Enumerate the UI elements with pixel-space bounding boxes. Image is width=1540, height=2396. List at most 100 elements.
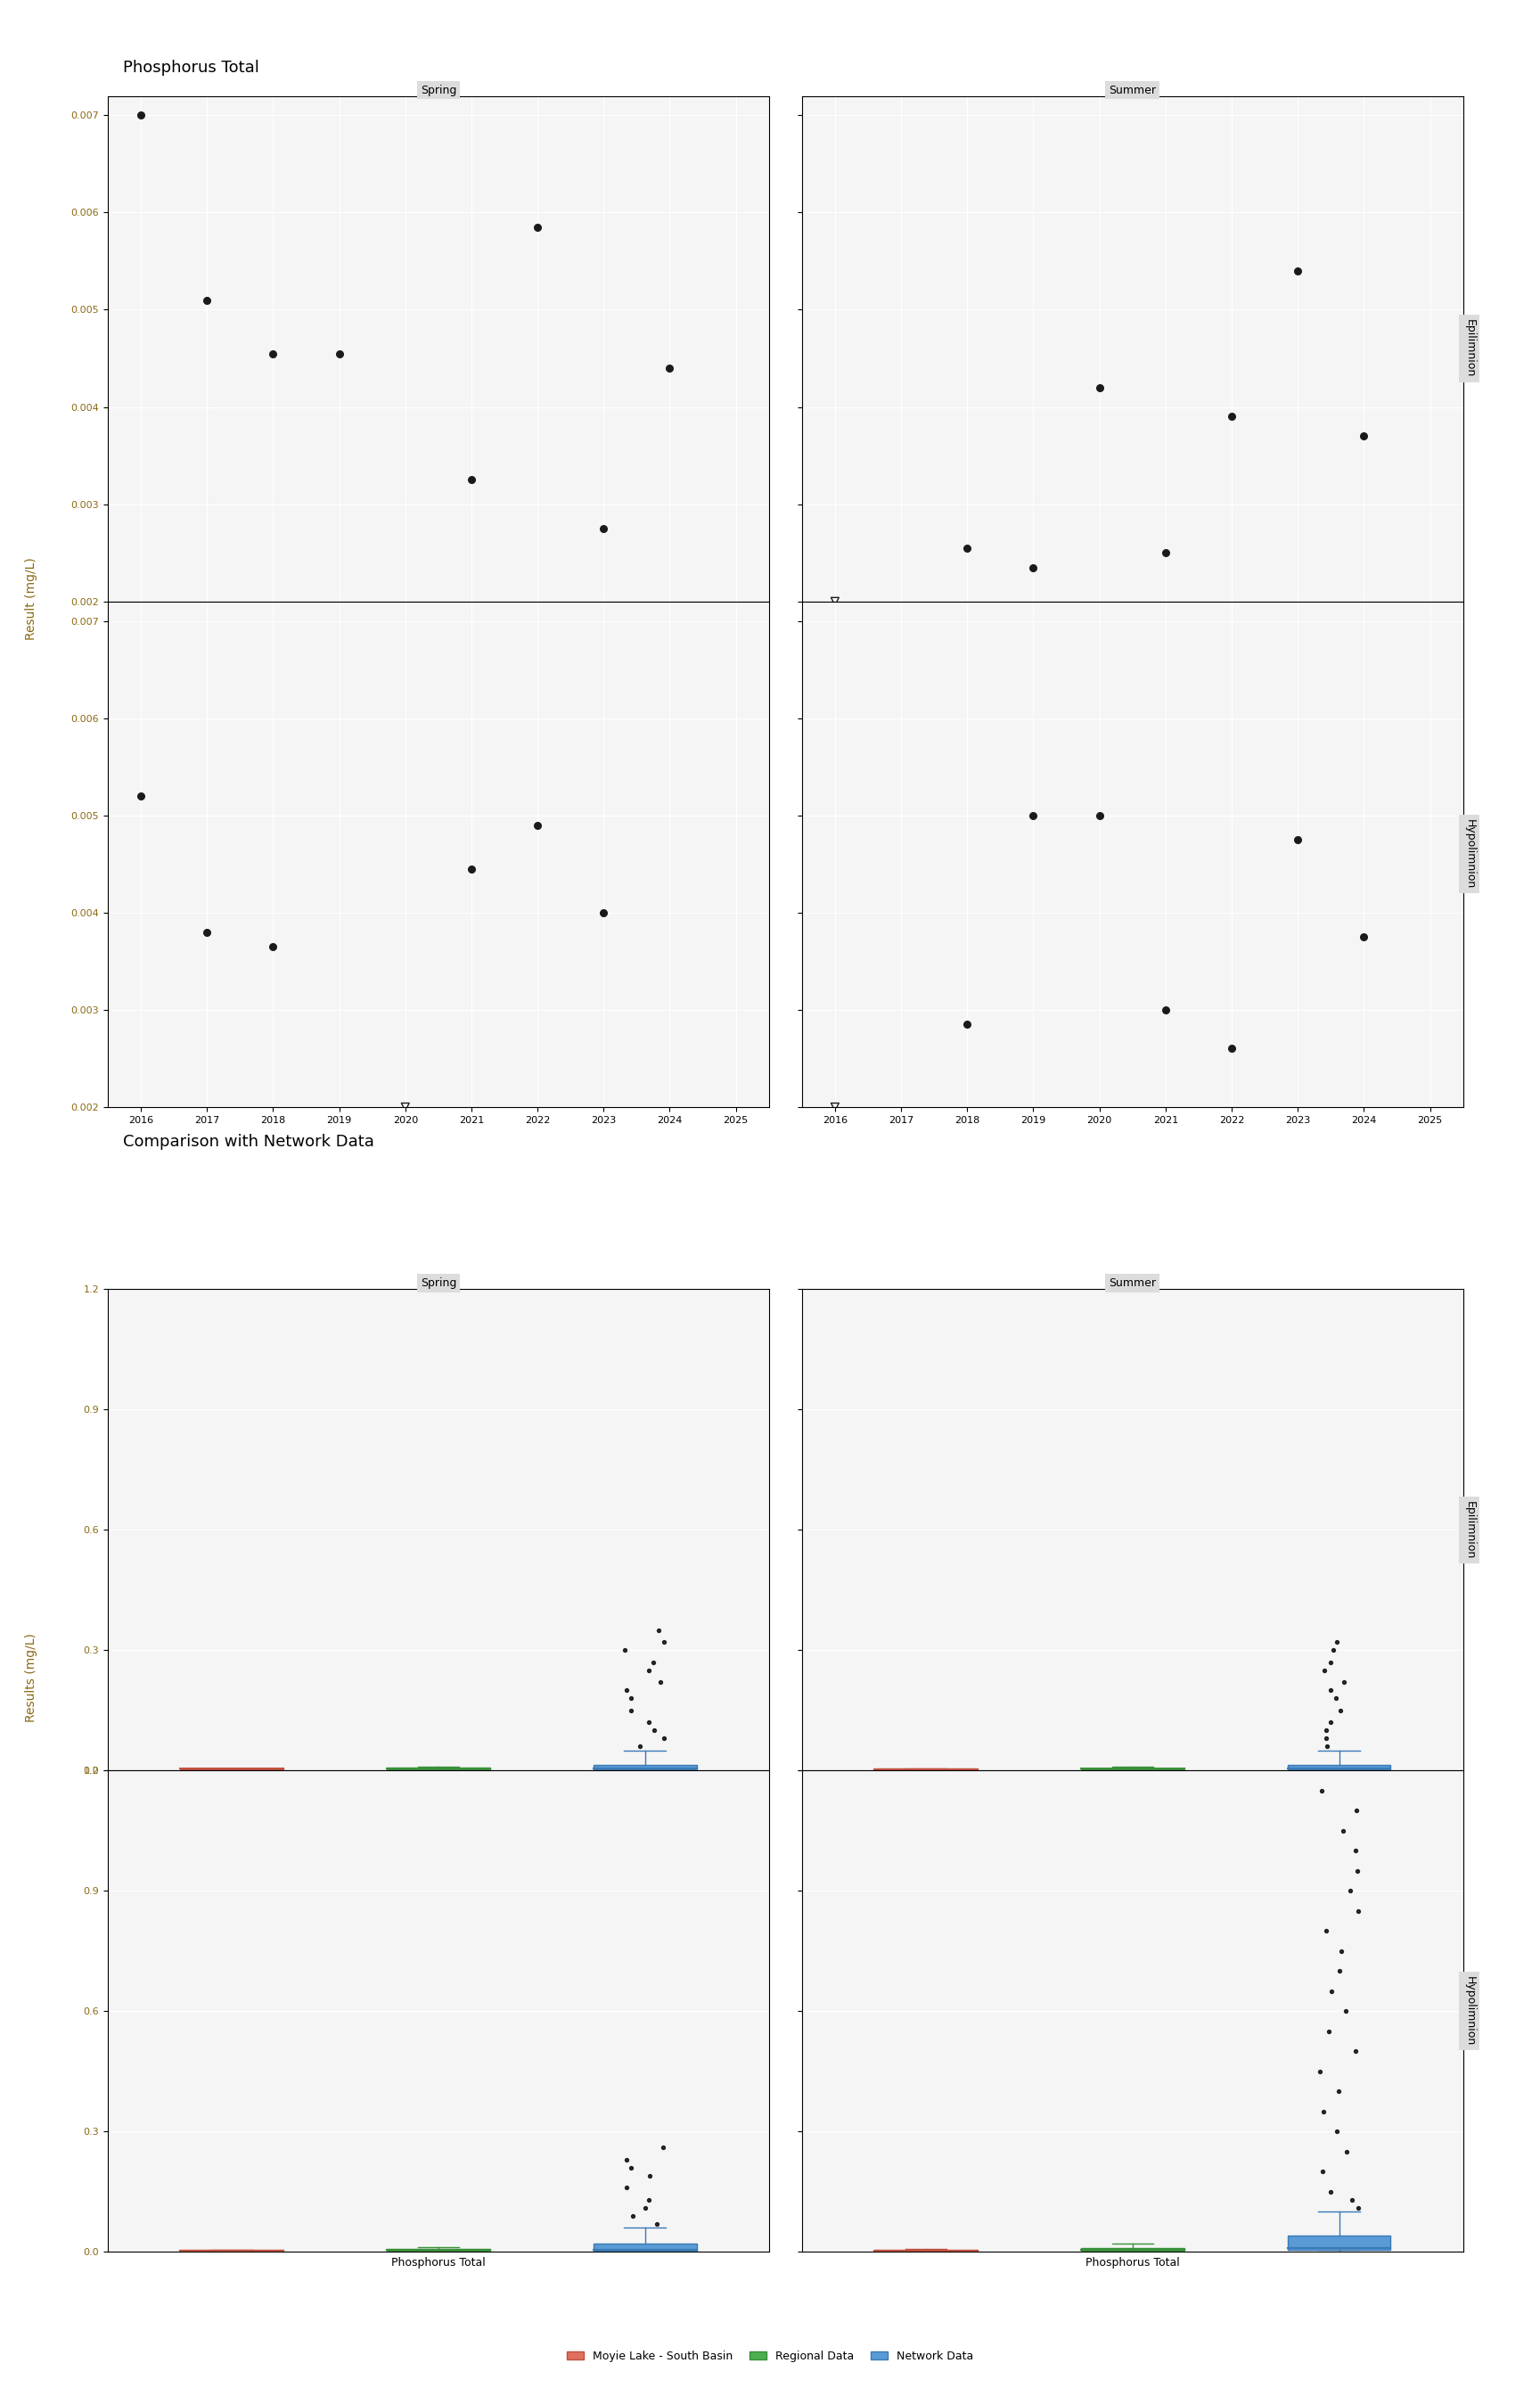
- Point: [1343, 1831, 1368, 1869]
- Point: [614, 2140, 639, 2178]
- Point: [636, 1651, 661, 1689]
- Point: [1318, 1704, 1343, 1742]
- Y-axis label: Hypolimnion: Hypolimnion: [1465, 819, 1475, 889]
- Point: [955, 1006, 979, 1045]
- Y-axis label: Epilimnion: Epilimnion: [1465, 319, 1475, 379]
- Point: [1332, 1663, 1357, 1701]
- Point: [1153, 534, 1178, 573]
- Point: [619, 1680, 644, 1718]
- Point: [1321, 1632, 1346, 1670]
- Point: [1318, 2173, 1343, 2212]
- Point: [1327, 1953, 1352, 1991]
- Point: [591, 510, 616, 549]
- Point: [1087, 369, 1112, 407]
- Point: [619, 1692, 644, 1730]
- Point: [651, 1622, 676, 1660]
- Point: [525, 208, 550, 247]
- Point: [1309, 1771, 1334, 1809]
- Point: [1220, 1030, 1244, 1069]
- Point: [1324, 1622, 1349, 1660]
- Point: [1343, 2032, 1368, 2070]
- FancyBboxPatch shape: [593, 2245, 696, 2250]
- Point: [1346, 1893, 1371, 1931]
- Point: [459, 851, 484, 889]
- Point: [1329, 1931, 1354, 1970]
- Point: [326, 335, 351, 374]
- Point: [1307, 2053, 1332, 2092]
- Point: [651, 2128, 676, 2166]
- Point: [636, 2180, 661, 2219]
- Point: [1324, 2113, 1349, 2152]
- Point: [955, 530, 979, 568]
- Point: [194, 913, 219, 951]
- Point: [1324, 1680, 1349, 1718]
- X-axis label: Phosphorus Total: Phosphorus Total: [391, 2257, 485, 2269]
- Point: [822, 582, 847, 621]
- Point: [644, 2204, 668, 2243]
- Point: [1286, 819, 1311, 858]
- Point: [614, 1670, 639, 1708]
- Point: [1327, 1692, 1352, 1730]
- Title: Summer: Summer: [1109, 84, 1157, 96]
- Point: [260, 335, 285, 374]
- Point: [1311, 2152, 1335, 2190]
- Point: [1334, 2132, 1358, 2171]
- Point: [1318, 1644, 1343, 1682]
- Point: [1334, 1991, 1358, 2029]
- Y-axis label: Epilimnion: Epilimnion: [1465, 1500, 1475, 1560]
- Point: [1087, 795, 1112, 834]
- Point: [1314, 1711, 1338, 1749]
- Point: [1286, 252, 1311, 290]
- Point: [627, 1728, 651, 1766]
- Point: [591, 894, 616, 932]
- Point: [1314, 1720, 1338, 1759]
- Point: [638, 2156, 662, 2195]
- FancyBboxPatch shape: [1081, 2247, 1184, 2250]
- Point: [1021, 795, 1046, 834]
- Point: [260, 927, 285, 966]
- Point: [636, 1704, 661, 1742]
- Point: [619, 2149, 644, 2188]
- Point: [459, 460, 484, 498]
- Point: [1344, 1852, 1369, 1890]
- Text: Phosphorus Total: Phosphorus Total: [123, 60, 259, 77]
- FancyBboxPatch shape: [593, 1763, 696, 1768]
- Y-axis label: Hypolimnion: Hypolimnion: [1465, 1977, 1475, 2046]
- Point: [1346, 2188, 1371, 2226]
- Point: [194, 280, 219, 319]
- FancyBboxPatch shape: [1287, 2235, 1391, 2250]
- Point: [613, 1632, 638, 1670]
- Text: Results (mg/L): Results (mg/L): [25, 1632, 37, 1723]
- Point: [525, 805, 550, 843]
- Point: [128, 96, 152, 134]
- Point: [621, 2197, 645, 2235]
- Point: [128, 776, 152, 815]
- Point: [641, 1644, 665, 1682]
- Text: Result (mg/L): Result (mg/L): [25, 558, 37, 640]
- Point: [633, 2188, 658, 2226]
- Title: Spring: Spring: [420, 1277, 456, 1289]
- Point: [1220, 398, 1244, 436]
- Point: [822, 1088, 847, 1126]
- Point: [658, 350, 682, 388]
- Legend: Moyie Lake - South Basin, Regional Data, Network Data: Moyie Lake - South Basin, Regional Data,…: [562, 2346, 978, 2367]
- Point: [1326, 2073, 1351, 2111]
- Point: [651, 1720, 676, 1759]
- X-axis label: Phosphorus Total: Phosphorus Total: [1086, 2257, 1180, 2269]
- Point: [1311, 2092, 1335, 2130]
- Point: [1352, 918, 1377, 956]
- Title: Spring: Spring: [420, 84, 456, 96]
- Point: [647, 1610, 671, 1648]
- Point: [1312, 1651, 1337, 1689]
- Point: [1338, 1871, 1363, 1910]
- Point: [393, 1088, 417, 1126]
- Point: [1318, 1670, 1343, 1708]
- Point: [1344, 1792, 1369, 1831]
- Point: [648, 1663, 673, 1701]
- Point: [1352, 417, 1377, 455]
- Point: [1021, 549, 1046, 587]
- Title: Summer: Summer: [1109, 1277, 1157, 1289]
- Point: [1315, 1728, 1340, 1766]
- Point: [1331, 1811, 1355, 1850]
- Point: [1314, 1912, 1338, 1950]
